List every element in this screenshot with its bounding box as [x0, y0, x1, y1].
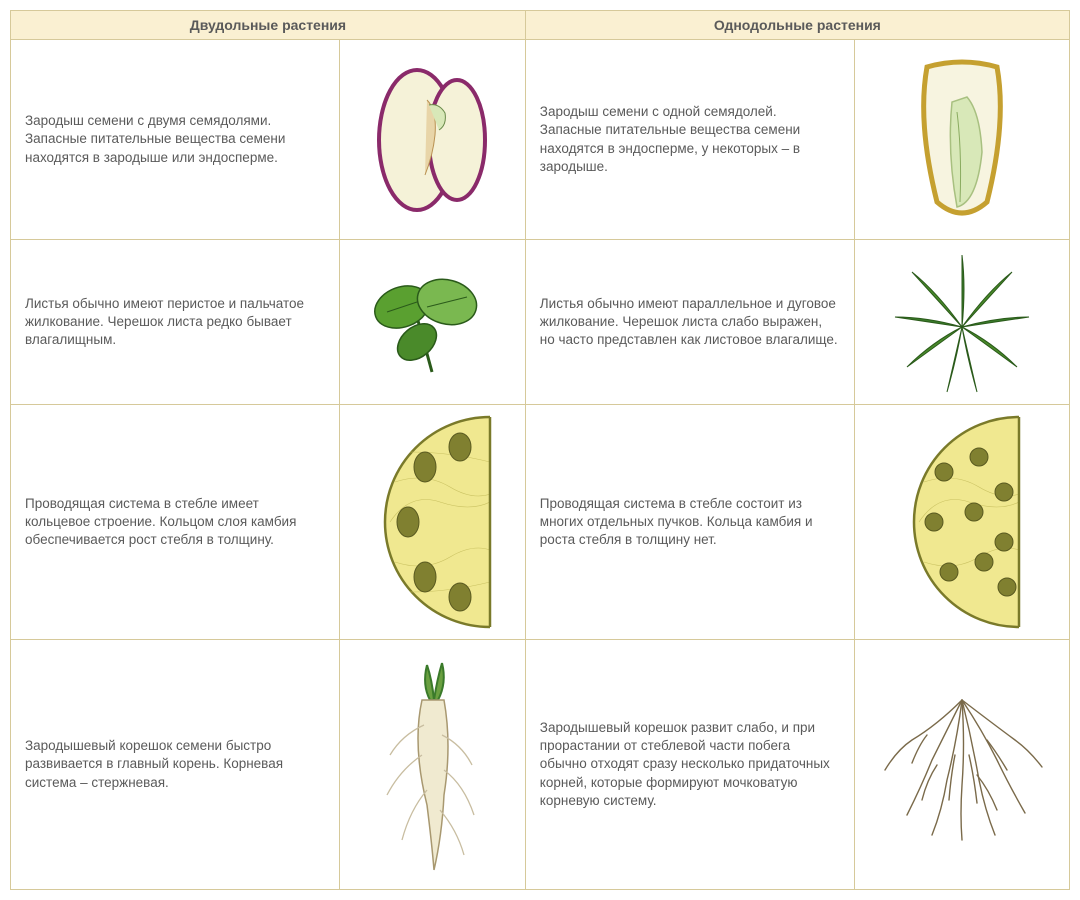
monocot-root-text: Зародышевый корешок развит слабо, и при … — [525, 640, 854, 890]
dicot-stem-text: Проводящая система в стебле имеет кольце… — [11, 405, 340, 640]
table-row: Зародыш семени с двумя семядолями. Запас… — [11, 40, 1070, 240]
plant-comparison-table: Двудольные растения Однодольные растения… — [10, 10, 1070, 890]
table-row: Листья обычно имеют перистое и пальчатое… — [11, 240, 1070, 405]
dicot-seed-icon — [340, 40, 526, 240]
monocot-leaf-icon — [854, 240, 1069, 405]
dicot-leaf-text: Листья обычно имеют перистое и пальчатое… — [11, 240, 340, 405]
header-monocot: Однодольные растения — [525, 11, 1069, 40]
monocot-root-icon — [854, 640, 1069, 890]
monocot-stem-text: Проводящая система в стебле состоит из м… — [525, 405, 854, 640]
header-dicot: Двудольные растения — [11, 11, 526, 40]
monocot-stem-icon — [854, 405, 1069, 640]
table-row: Зародышевый корешок семени быстро развив… — [11, 640, 1070, 890]
table-row: Проводящая система в стебле имеет кольце… — [11, 405, 1070, 640]
monocot-leaf-text: Листья обычно имеют параллельное и дугов… — [525, 240, 854, 405]
dicot-leaf-icon — [340, 240, 526, 405]
monocot-seed-text: Зародыш семени с одной семядолей. Запасн… — [525, 40, 854, 240]
dicot-root-icon — [340, 640, 526, 890]
dicot-root-text: Зародышевый корешок семени быстро развив… — [11, 640, 340, 890]
monocot-seed-icon — [854, 40, 1069, 240]
dicot-seed-text: Зародыш семени с двумя семядолями. Запас… — [11, 40, 340, 240]
dicot-stem-icon — [340, 405, 526, 640]
